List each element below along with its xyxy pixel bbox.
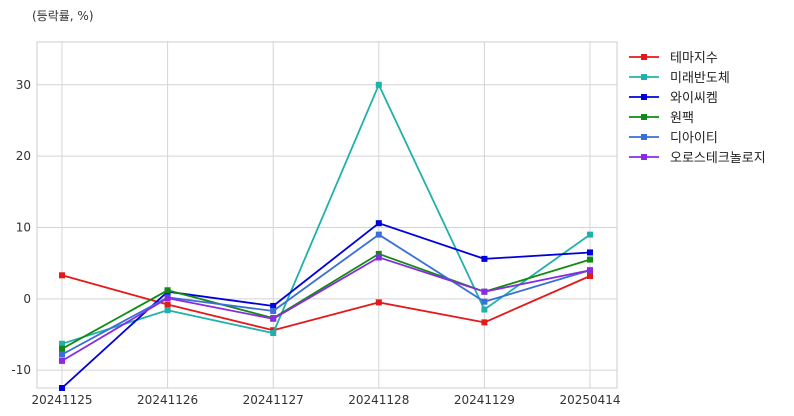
data-point <box>481 306 488 313</box>
data-point <box>270 302 277 309</box>
series-lines <box>59 81 593 391</box>
data-point <box>481 255 488 262</box>
legend-label: 원팩 <box>670 111 694 126</box>
series-line <box>61 233 591 356</box>
series-line <box>61 252 591 350</box>
series-3 <box>59 250 593 352</box>
data-point <box>59 351 65 358</box>
data-point <box>59 272 65 279</box>
data-point <box>270 307 277 314</box>
data-point <box>587 272 593 279</box>
y-axis: -10 0 10 20 30 <box>11 78 31 377</box>
data-point <box>270 315 277 322</box>
unit-label: (등락률, %) <box>32 9 94 23</box>
legend-marker <box>641 114 647 120</box>
legend-item: 테마지수 <box>629 51 718 66</box>
data-point <box>375 250 382 257</box>
data-point <box>59 345 65 352</box>
series-line <box>61 256 591 362</box>
data-point <box>59 385 65 391</box>
legend-label: 미래반도체 <box>670 71 730 86</box>
data-point <box>164 307 171 314</box>
legend-marker <box>641 74 647 80</box>
y-tick-label: 30 <box>16 78 31 92</box>
data-point <box>375 231 382 238</box>
x-axis: 20241125 20241126 20241127 20241128 20241129… <box>31 393 620 407</box>
series-4 <box>59 231 593 358</box>
x-tick-label: 20241129 <box>454 393 515 407</box>
legend-item: 원팩 <box>629 111 694 126</box>
legend-label: 테마지수 <box>670 51 718 66</box>
legend-item: 와이씨켐 <box>629 91 718 106</box>
legend-item: 오로스테크놀로지 <box>629 151 766 166</box>
data-point <box>587 231 593 238</box>
legend-item: 미래반도체 <box>629 71 730 86</box>
legend-marker <box>641 54 647 60</box>
data-point <box>587 256 593 263</box>
data-point <box>375 220 382 227</box>
legend-label: 디아이티 <box>670 131 718 146</box>
data-point <box>481 288 488 295</box>
legend-label: 오로스테크놀로지 <box>670 151 766 166</box>
legend-label: 와이씨켐 <box>670 91 718 106</box>
legend-marker <box>641 154 647 160</box>
data-point <box>587 267 593 274</box>
x-tick-label: 20241126 <box>137 393 198 407</box>
x-tick-label: 20250414 <box>559 393 620 407</box>
data-point <box>481 298 488 305</box>
data-point <box>59 340 65 347</box>
legend-marker <box>641 94 647 100</box>
data-point <box>164 301 171 308</box>
data-point <box>481 319 488 326</box>
data-point <box>375 299 382 306</box>
data-point <box>164 295 171 302</box>
y-tick-label: 20 <box>16 149 31 163</box>
grid-lines <box>37 42 617 388</box>
legend-marker <box>641 134 647 140</box>
y-tick-label: 10 <box>16 220 31 234</box>
x-tick-label: 20241125 <box>31 393 92 407</box>
data-point <box>375 254 382 261</box>
data-point <box>164 287 171 294</box>
y-tick-label: -10 <box>11 363 31 377</box>
y-tick-label: 0 <box>23 292 31 306</box>
legend-item: 디아이티 <box>629 131 718 146</box>
plot-frame <box>36 41 618 389</box>
series-0 <box>59 272 593 334</box>
data-point <box>59 357 65 364</box>
series-5 <box>59 254 593 364</box>
x-tick-label: 20241127 <box>243 393 304 407</box>
data-point <box>375 81 382 88</box>
data-point <box>587 249 593 256</box>
x-tick-label: 20241128 <box>348 393 409 407</box>
data-point <box>270 330 277 337</box>
